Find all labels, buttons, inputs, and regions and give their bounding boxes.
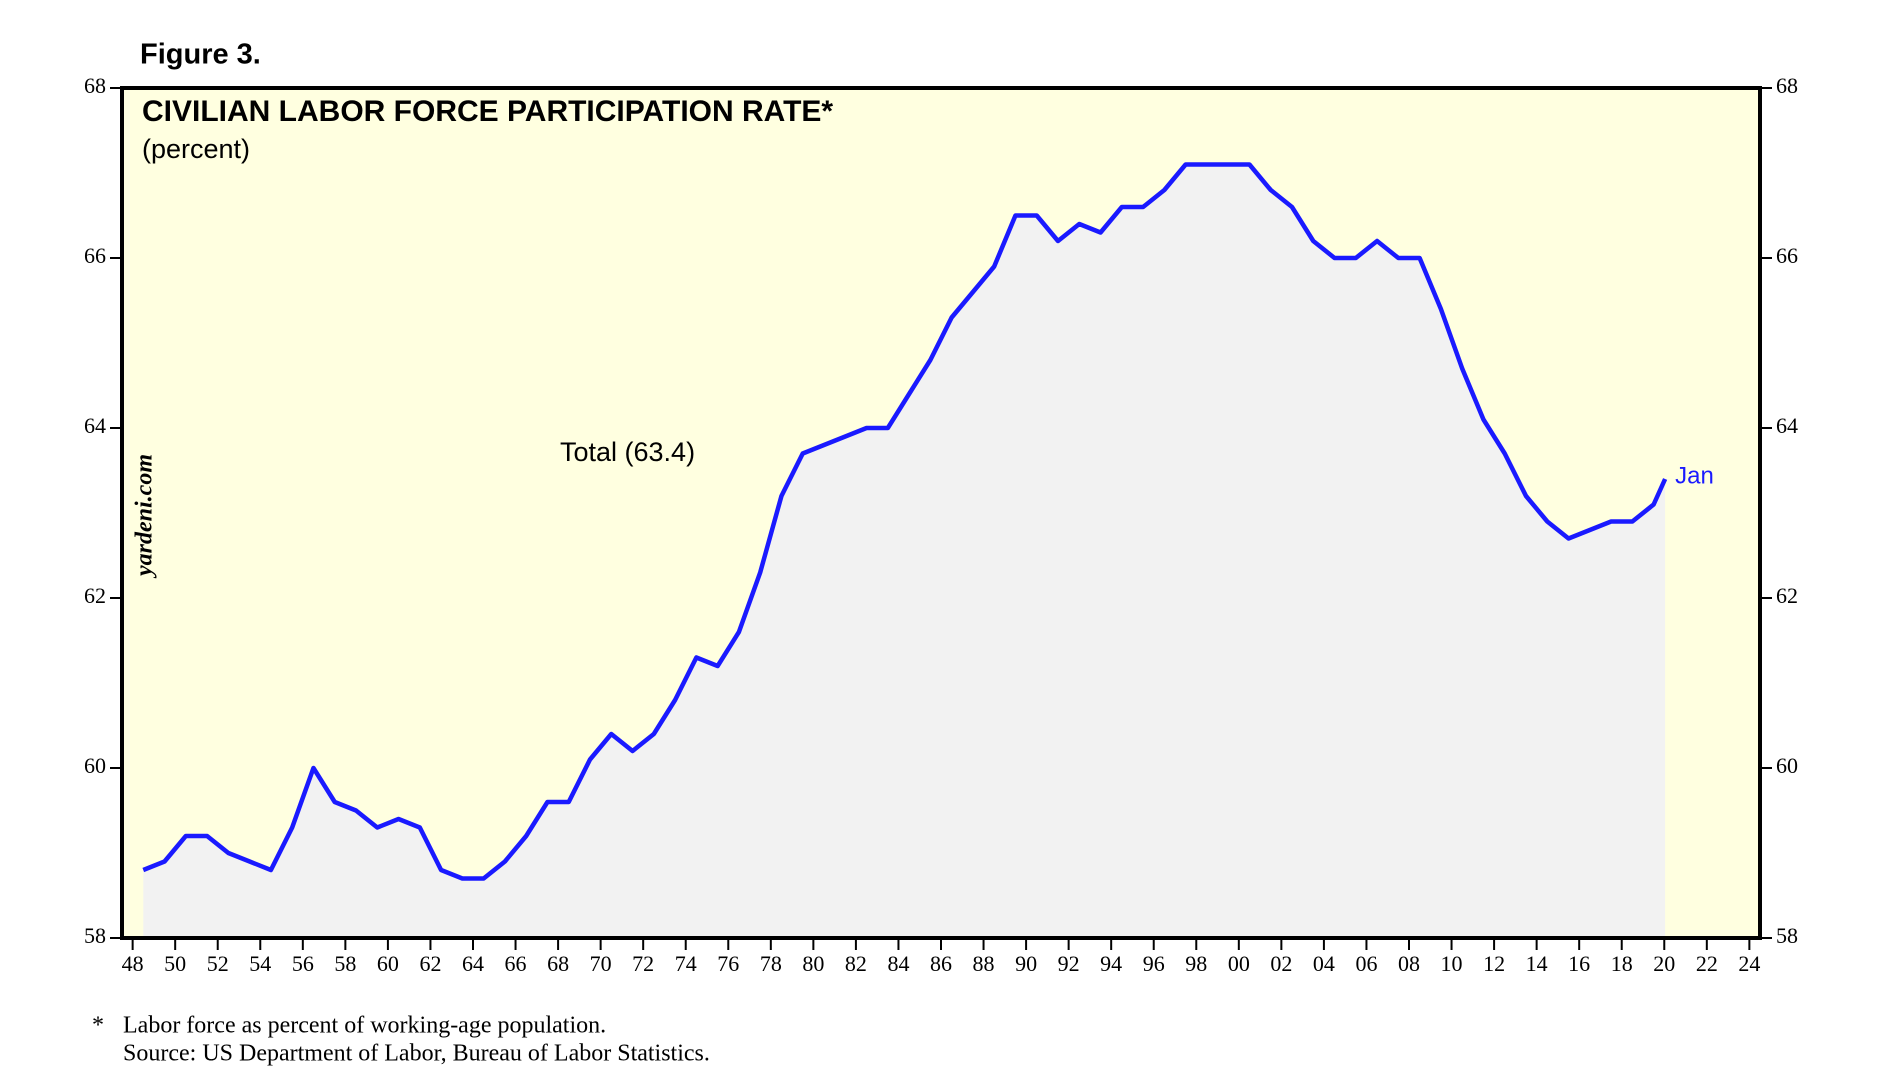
chart-subtitle: (percent): [142, 134, 250, 164]
x-tick-label: 56: [292, 951, 314, 976]
x-tick-label: 80: [802, 951, 824, 976]
x-tick-label: 24: [1738, 951, 1760, 976]
x-tick-label: 88: [973, 951, 995, 976]
y2-tick-label: 60: [1776, 753, 1798, 778]
figure-label: Figure 3.: [140, 39, 261, 71]
x-tick-label: 22: [1696, 951, 1718, 976]
x-tick-label: 82: [845, 951, 867, 976]
x-tick-label: 92: [1058, 951, 1080, 976]
x-tick-label: 86: [930, 951, 952, 976]
x-tick-label: 20: [1653, 951, 1675, 976]
x-tick-label: 64: [462, 951, 484, 976]
x-tick-label: 76: [717, 951, 739, 976]
x-tick-label: 66: [505, 951, 527, 976]
x-tick-label: 74: [675, 951, 697, 976]
x-tick-label: 00: [1228, 951, 1250, 976]
y2-tick-label: 62: [1776, 583, 1798, 608]
y2-tick-label: 58: [1776, 923, 1798, 948]
source: Source: US Department of Labor, Bureau o…: [123, 1041, 710, 1067]
x-tick-label: 84: [887, 951, 909, 976]
x-tick-label: 04: [1313, 951, 1335, 976]
y2-tick-label: 68: [1776, 73, 1798, 98]
footnote-marker: *: [92, 1013, 104, 1039]
x-tick-label: 08: [1398, 951, 1420, 976]
x-tick-label: 54: [249, 951, 271, 976]
x-tick-label: 62: [419, 951, 441, 976]
area: [143, 164, 1666, 938]
x-tick-label: 14: [1526, 951, 1548, 976]
y-tick-label: 64: [84, 413, 106, 438]
y2-tick-label: 66: [1776, 243, 1798, 268]
x-tick-label: 60: [377, 951, 399, 976]
watermark: yardeni.com: [132, 454, 158, 579]
x-tick-label: 94: [1100, 951, 1122, 976]
y-tick-label: 68: [84, 73, 106, 98]
line: [142, 162, 1668, 881]
x-tick-label: 18: [1611, 951, 1633, 976]
x-tick-label: 98: [1185, 951, 1207, 976]
x-tick-label: 68: [547, 951, 569, 976]
chart-title: CIVILIAN LABOR FORCE PARTICIPATION RATE*: [142, 95, 833, 128]
x-tick-label: 52: [207, 951, 229, 976]
x-tick-label: 16: [1568, 951, 1590, 976]
x-tick-label: 70: [590, 951, 612, 976]
y2-tick-label: 64: [1776, 413, 1798, 438]
series-label: Total (63.4): [560, 437, 695, 467]
x-tick-label: 50: [164, 951, 186, 976]
x-tick-label: 90: [1015, 951, 1037, 976]
x-tick-label: 96: [1143, 951, 1165, 976]
x-tick-label: 12: [1483, 951, 1505, 976]
x-tick-label: 58: [334, 951, 356, 976]
x-tick-label: 72: [632, 951, 654, 976]
x-tick-label: 06: [1355, 951, 1377, 976]
x-tick-label: 78: [760, 951, 782, 976]
x-tick-label: 02: [1270, 951, 1292, 976]
x-tick-label: 48: [122, 951, 144, 976]
y-tick-label: 60: [84, 753, 106, 778]
y-tick-label: 62: [84, 583, 106, 608]
x-tick-label: 10: [1441, 951, 1463, 976]
footnote: Labor force as percent of working-age po…: [123, 1013, 606, 1039]
end-label: Jan: [1675, 462, 1714, 489]
y-tick-label: 66: [84, 243, 106, 268]
y-tick-label: 58: [84, 923, 106, 948]
